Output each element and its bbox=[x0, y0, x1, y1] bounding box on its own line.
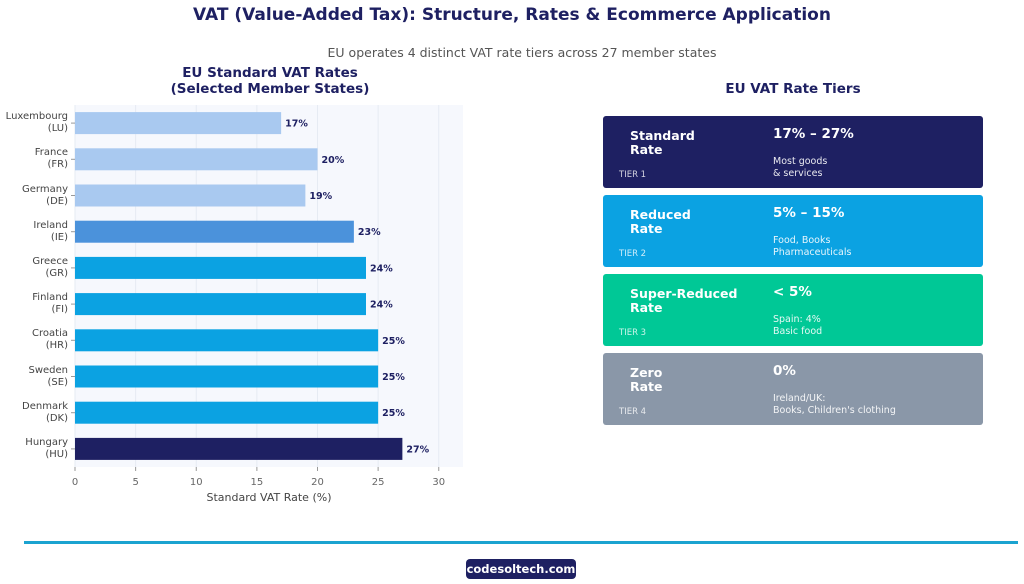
chart-title: EU Standard VAT Rates (Selected Member S… bbox=[170, 65, 370, 97]
tier-card: Standard Rate TIER 1 17% – 27% Most goods &… bbox=[603, 116, 983, 188]
tier-name: Super-Reduced Rate bbox=[630, 286, 738, 315]
tier-number: TIER 1 bbox=[619, 170, 647, 180]
value-label: 20% bbox=[322, 155, 345, 166]
value-label: 23% bbox=[358, 227, 381, 238]
x-tick-label: 20 bbox=[311, 477, 324, 488]
y-tick-label: Croatia (HR) bbox=[32, 328, 68, 352]
y-tick-label: Hungary (HU) bbox=[25, 436, 68, 460]
bar bbox=[75, 256, 366, 279]
value-label: 25% bbox=[382, 408, 405, 419]
value-label: 27% bbox=[406, 444, 429, 455]
tier-name: Zero Rate bbox=[630, 365, 663, 394]
value-label: 19% bbox=[309, 191, 332, 202]
bar bbox=[75, 293, 366, 316]
value-label: 24% bbox=[370, 263, 393, 274]
tier-name: Standard Rate bbox=[630, 128, 695, 157]
y-tick-label: Germany (DE) bbox=[22, 183, 68, 207]
bar bbox=[75, 220, 354, 243]
page-title: VAT (Value-Added Tax): Structure, Rates … bbox=[193, 5, 831, 25]
x-tick-label: 5 bbox=[132, 477, 138, 488]
x-tick-label: 25 bbox=[372, 477, 385, 488]
x-axis-label: Standard VAT Rate (%) bbox=[206, 491, 331, 504]
y-tick-label: Denmark (DK) bbox=[22, 400, 68, 424]
tier-description: Ireland/UK: Books, Children's clothing bbox=[773, 393, 896, 416]
tier-description: Spain: 4% Basic food bbox=[773, 314, 823, 337]
value-label: 25% bbox=[382, 336, 405, 347]
tier-number: TIER 3 bbox=[619, 328, 647, 338]
x-tick-label: 30 bbox=[432, 477, 445, 488]
tier-rate: 17% – 27% bbox=[773, 126, 854, 142]
x-tick-label: 15 bbox=[251, 477, 264, 488]
tier-card: Zero Rate TIER 4 0% Ireland/UK: Books, Chil… bbox=[603, 353, 983, 425]
bar bbox=[75, 437, 403, 460]
tier-card: Reduced Rate TIER 2 5% – 15% Food, Books Ph… bbox=[603, 195, 983, 267]
value-label: 25% bbox=[382, 372, 405, 383]
y-tick-label: France (FR) bbox=[34, 147, 68, 171]
y-tick-label: Greece (GR) bbox=[32, 255, 68, 279]
bar bbox=[75, 184, 306, 207]
y-tick-label: Luxembourg (LU) bbox=[5, 111, 68, 135]
y-tick-label: Finland (FI) bbox=[32, 292, 68, 316]
tier-description: Food, Books Pharmaceuticals bbox=[773, 235, 852, 258]
bar bbox=[75, 365, 379, 388]
x-tick-label: 0 bbox=[72, 477, 78, 488]
bar bbox=[75, 329, 379, 352]
tier-rate: 0% bbox=[773, 363, 796, 379]
footer-rule bbox=[24, 541, 1018, 544]
tier-card: Super-Reduced Rate TIER 3 < 5% Spain: 4% Ba… bbox=[603, 274, 983, 346]
subtitle: EU operates 4 distinct VAT rate tiers ac… bbox=[327, 45, 717, 60]
tier-rate: 5% – 15% bbox=[773, 205, 845, 221]
value-label: 24% bbox=[370, 300, 393, 311]
y-tick-label: Sweden (SE) bbox=[28, 364, 68, 388]
tier-rate: < 5% bbox=[773, 284, 812, 300]
tier-description: Most goods & services bbox=[773, 156, 828, 179]
tier-name: Reduced Rate bbox=[630, 207, 691, 236]
y-tick-label: Ireland (IE) bbox=[33, 219, 68, 243]
bar bbox=[75, 148, 318, 171]
x-tick-label: 10 bbox=[190, 477, 203, 488]
bar bbox=[75, 401, 379, 424]
value-label: 17% bbox=[285, 119, 308, 130]
tier-number: TIER 2 bbox=[619, 249, 647, 259]
tier-number: TIER 4 bbox=[619, 407, 647, 417]
brand-badge[interactable]: codesoltech.com bbox=[466, 559, 576, 579]
tiers-title: EU VAT Rate Tiers bbox=[725, 81, 861, 97]
bar bbox=[75, 112, 282, 135]
